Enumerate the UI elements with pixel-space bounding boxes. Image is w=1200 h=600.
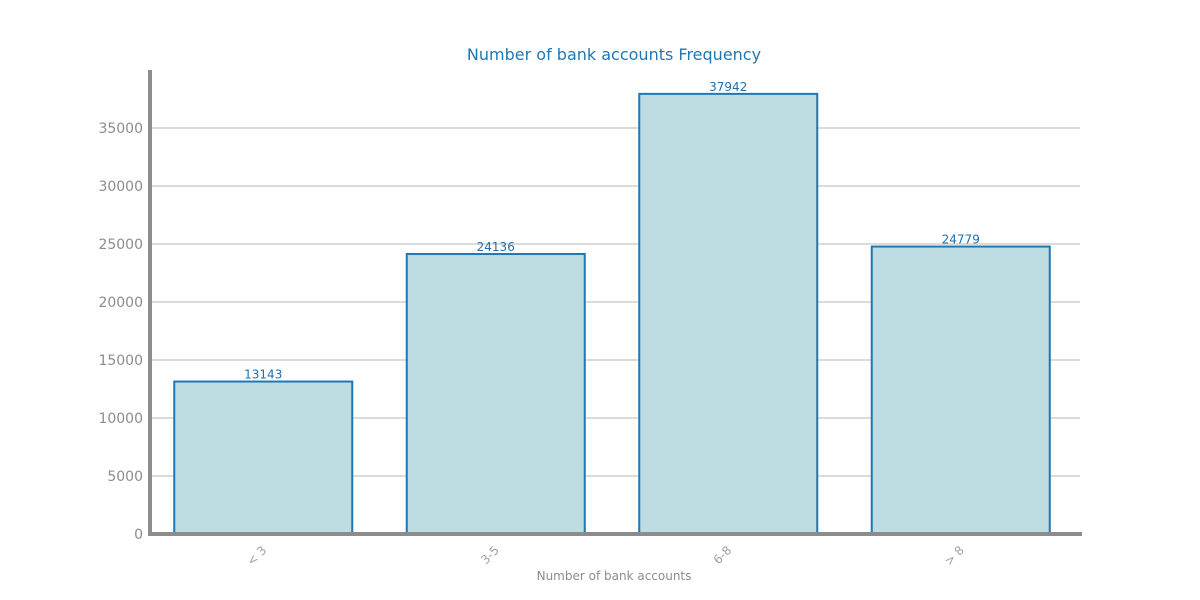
bars [173,92,1051,535]
bar-value-label: 37942 [709,80,747,94]
bar [638,92,819,535]
y-tick-label: 10000 [98,411,143,427]
x-tick-label: 6-8 [711,543,735,567]
x-axis-title: Number of bank accounts [537,569,692,583]
bar-value-label: 13143 [244,368,282,382]
y-tick-label: 0 [134,527,143,543]
y-tick-label: 35000 [98,121,143,137]
bar [405,253,586,535]
y-axis-ticks: 0 5000 10000 15000 20000 25000 30000 35000 [98,121,143,543]
chart-title: Number of bank accounts Frequency [467,45,761,64]
bar [870,245,1051,535]
data-labels: 13143 24136 37942 24779 [244,80,980,382]
bar [173,380,354,535]
y-tick-label: 5000 [107,469,143,485]
y-tick-label: 25000 [98,237,143,253]
y-tick-label: 20000 [98,295,143,311]
y-tick-label: 30000 [98,179,143,195]
x-axis-ticks: < 3 3-5 6-8 > 8 [244,543,967,568]
x-tick-label: < 3 [244,543,269,568]
bar-value-label: 24136 [477,240,515,254]
y-tick-label: 15000 [98,353,143,369]
bar-value-label: 24779 [942,233,980,247]
x-tick-label: > 8 [942,543,967,568]
x-tick-label: 3-5 [478,543,502,567]
